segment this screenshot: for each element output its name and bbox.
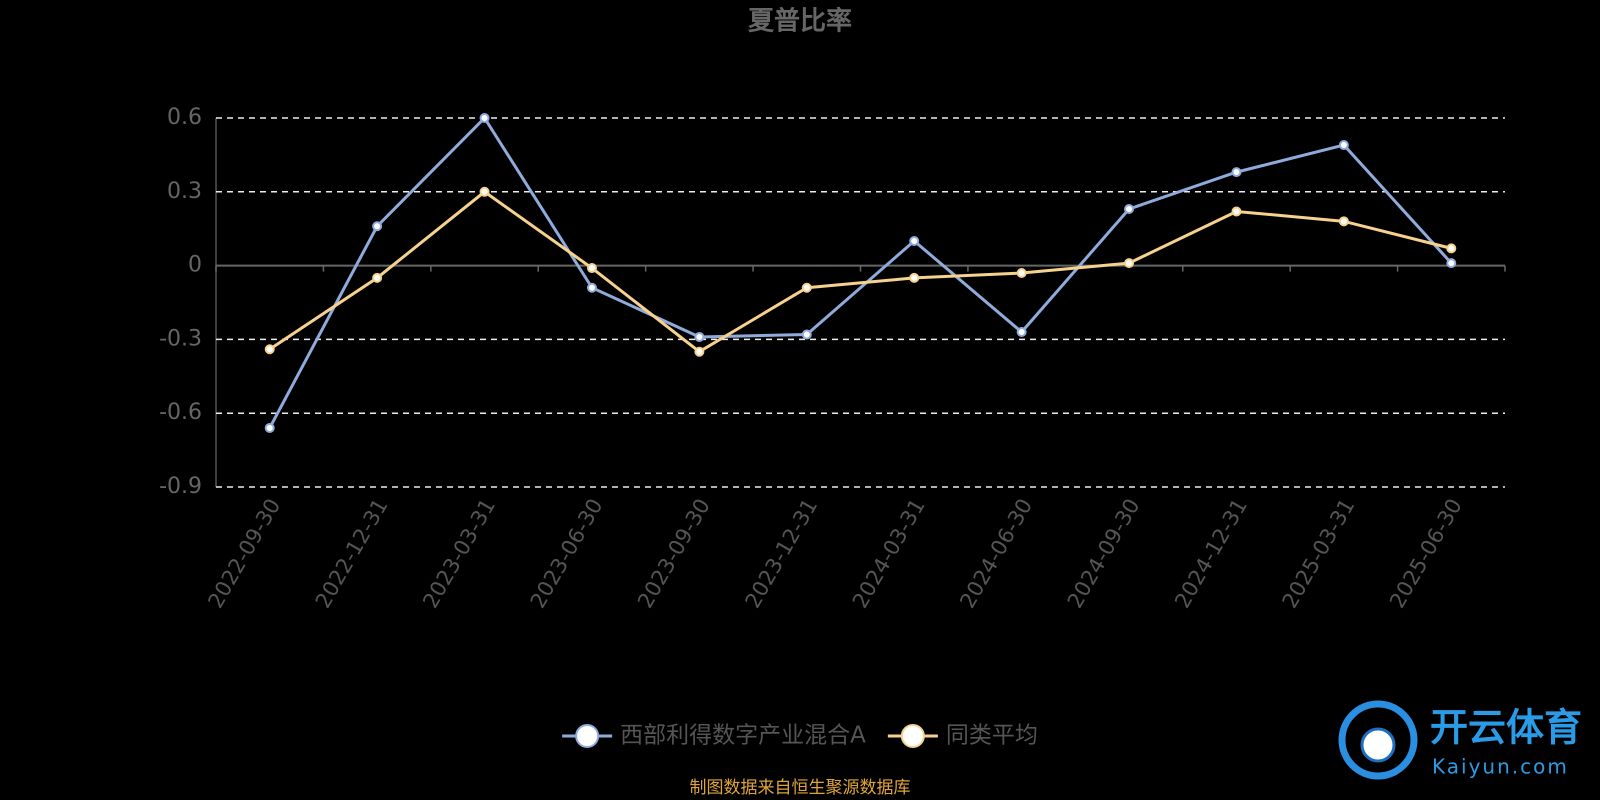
data-point [1016,327,1027,338]
data-point [1124,204,1135,215]
watermark-ball [1360,727,1396,763]
data-point [586,263,597,274]
data-point [1338,140,1349,151]
legend-marker [575,724,600,748]
x-tick-label: 2024-09-30 [1063,495,1145,613]
legend-item: 西部利得数字产业混合A [562,723,866,749]
data-point [801,329,812,340]
data-point [586,282,597,293]
data-point [1016,267,1027,278]
series-line [268,189,1452,354]
data-point [479,186,490,197]
y-tick-label: -0.6 [159,400,202,425]
source-note: 制图数据来自恒生聚源数据库 [690,778,911,798]
data-point [1124,258,1135,269]
data-point [694,331,705,342]
legend-label: 同类平均 [946,723,1038,749]
series-line [268,115,1453,429]
watermark-text: 开云体育 [1430,706,1582,750]
legend-label: 西部利得数字产业混合A [620,723,866,749]
data-point [372,272,383,283]
legend-marker [900,724,925,748]
data-point [479,113,490,123]
legend-item: 同类平均 [887,723,1038,749]
chart-title: 夏普比率 [748,6,852,37]
watermark-logo [1338,700,1418,780]
x-tick-label: 2023-06-30 [526,495,608,613]
legend: 西部利得数字产业混合A 同类平均 [562,723,1038,749]
x-tick-label: 2024-12-31 [1170,495,1252,613]
y-tick-label: 0.3 [167,179,202,204]
data-point [372,221,383,232]
data-point [909,272,920,283]
x-tick-label: 2022-12-31 [311,495,393,613]
data-point [1231,206,1242,217]
data-point [909,236,920,246]
x-tick-label: 2024-06-30 [955,495,1037,613]
data-point [694,346,705,357]
data-point [1231,167,1242,178]
data-point [264,344,275,355]
x-tick-label: 2023-03-31 [418,494,500,612]
data-point [1446,243,1457,254]
x-tick-label: 2025-03-31 [1278,495,1360,613]
data-point [1446,258,1457,269]
y-tick-label: 0.6 [167,105,202,130]
y-tick-label: 0 [188,253,202,278]
data-point [264,422,275,433]
watermark: 开云体育 Kaiyun.com [1338,700,1582,780]
data-point [801,282,812,293]
x-tick-label: 2023-12-31 [741,495,823,613]
x-tick-label: 2022-09-30 [203,495,285,613]
y-tick-label: -0.9 [159,474,202,499]
y-tick-label: -0.3 [159,326,202,351]
x-tick-label: 2025-06-30 [1385,495,1467,613]
x-tick-label: 2024-03-31 [848,494,930,612]
watermark-sub: Kaiyun.com [1432,755,1569,779]
data-point [1338,216,1349,227]
x-tick-label: 2023-09-30 [633,495,715,613]
